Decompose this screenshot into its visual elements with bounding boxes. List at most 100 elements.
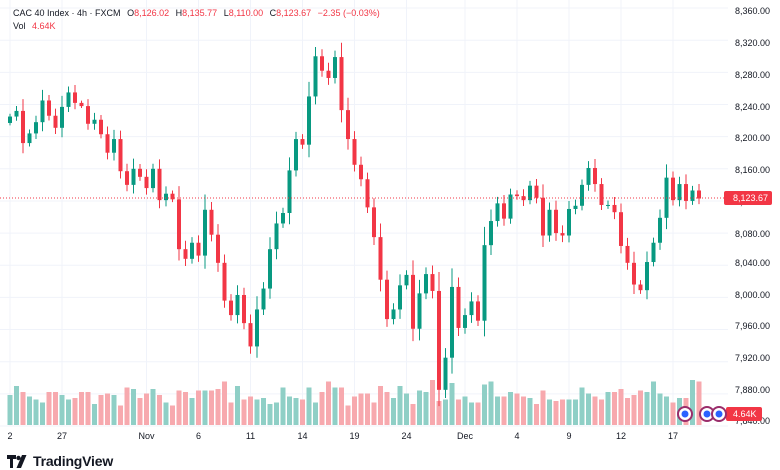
event-badge-dot-icon [703,410,711,418]
volume-bar [560,399,565,425]
last-price-tag-text: 8,123.67 [733,193,768,203]
event-badge-dot-icon [681,410,689,418]
volume-bar [222,381,227,425]
volume-bar [488,381,494,425]
volume-bar [423,392,429,425]
grid-lines [0,0,728,427]
y-tick-label: 7,920.00 [735,353,770,363]
volume-bar [618,389,624,425]
candle-body [677,184,682,201]
candle-body [339,57,344,111]
y-tick-label: 8,320.00 [735,38,770,48]
volume-bar [319,392,325,425]
candle-body [450,286,454,358]
candle-body [632,262,636,285]
candle-body [586,167,591,185]
candle-body [138,168,142,177]
volume-bar [462,396,468,425]
candle-body [235,294,240,316]
y-tick-label: 8,240.00 [735,102,770,112]
candle-body [333,57,337,78]
candle-body [151,168,155,189]
volume-bar [59,395,65,425]
volume-bar [599,399,604,425]
candle-body [47,100,51,116]
candle-body [638,284,643,291]
candle-body [534,185,539,198]
volume-bar [202,390,208,425]
volume-bar [332,387,338,425]
volume-bar [7,395,13,425]
volume-bar [228,402,234,425]
volume-bar [573,399,578,425]
open-value: 8,126.02 [134,8,170,18]
candle-body [411,274,415,329]
volume-label: Vol [13,21,26,31]
y-tick-label: 8,200.00 [735,133,770,143]
candle-body [53,115,58,128]
volume-bar [514,393,520,425]
candle-body [437,290,441,390]
candle-body [443,357,448,390]
time-axis[interactable]: 2 27 Nov 6 11 14 19 24 Dec 4 9 12 17 [7,431,678,441]
candle-body [60,106,64,128]
candle-body [144,176,149,189]
close-value: 8,123.67 [276,8,312,18]
candle-body [560,233,565,236]
x-tick-label: 19 [349,431,359,441]
candle-body [612,204,617,213]
low-value: 8,110.00 [228,8,264,18]
candle-body [294,139,298,171]
y-tick-label: 8,280.00 [735,70,770,80]
candle-body [40,100,45,123]
candle-body [573,205,578,209]
volume-bar [482,384,487,425]
candle-body [476,301,480,321]
volume-bar [280,387,286,425]
volume-bar [14,386,19,425]
y-tick-label: 8,040.00 [735,258,770,268]
event-badges[interactable] [677,406,727,422]
volume-bar [540,390,546,425]
tradingview-logo[interactable]: TradingView [7,452,113,470]
volume-bar [449,383,455,425]
volume-bar [345,405,351,425]
volume-bar [469,402,474,425]
volume-bar [475,402,481,425]
volume-bar [176,390,182,425]
volume-bar [293,398,299,425]
candle-body [528,185,532,201]
candle-body [21,110,25,144]
ohlc-row: CAC 40 Index · 4h · FXCM O8,126.02 H8,13… [13,7,380,20]
price-axis[interactable]: 8,360.00 8,320.00 8,280.00 8,240.00 8,20… [735,6,770,426]
price-candles [8,42,701,407]
volume-bar [209,390,214,425]
y-tick-label: 8,160.00 [735,165,770,175]
volume-bar [248,396,253,425]
volume-bar [436,401,442,425]
candle-body [567,208,571,236]
volume-bar [657,393,663,425]
symbol-title[interactable]: CAC 40 Index · 4h · FXCM [13,8,121,18]
volume-bar [501,396,507,425]
candle-body [346,110,350,140]
candle-body [593,167,597,185]
volume-bar [378,386,383,425]
volume-bar [92,404,97,425]
tradingview-logo-icon [7,454,27,468]
candle-body [515,194,519,197]
candle-body [424,274,428,294]
open-label: O [127,8,135,18]
volume-bar [53,392,58,425]
candle-body [619,212,623,246]
volume-bar [105,393,110,425]
x-tick-label: 27 [57,431,67,441]
volume-bar [124,387,130,425]
candle-body [651,242,656,263]
candle-body [27,133,32,144]
volume-bar [443,399,448,425]
candle-body [671,177,675,201]
x-tick-label: 4 [514,431,519,441]
low-label: L [223,8,229,18]
